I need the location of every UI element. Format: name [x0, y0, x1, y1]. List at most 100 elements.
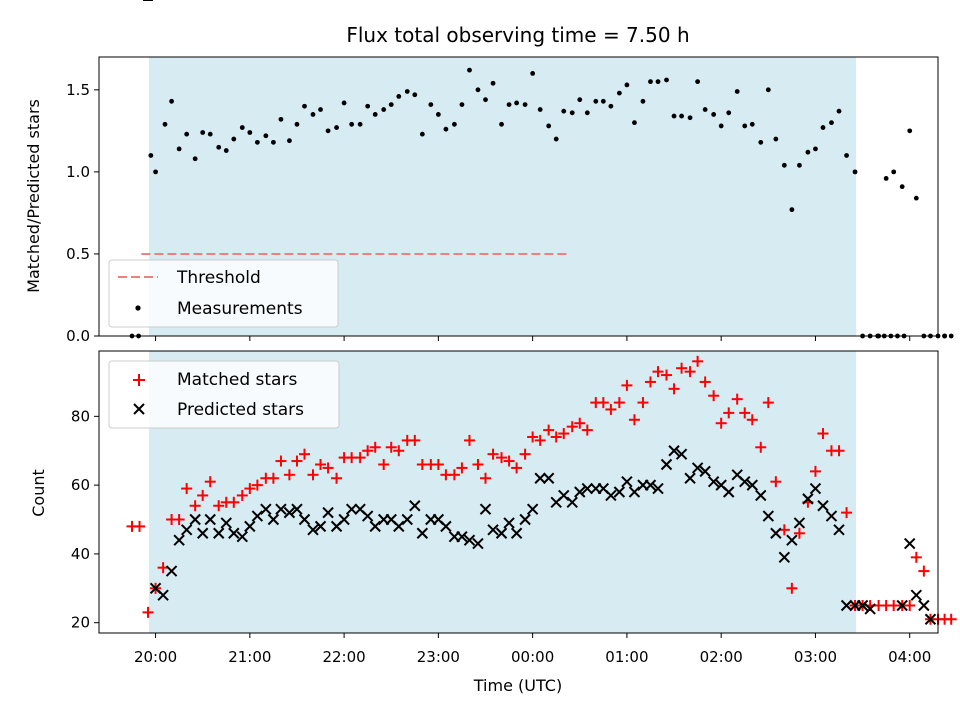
measurement-point [718, 123, 724, 129]
measurement-point [726, 110, 732, 116]
predicted-star-point [621, 475, 633, 488]
matched-star-point [369, 441, 381, 453]
measurement-point [310, 112, 316, 117]
measurement-point [475, 87, 481, 93]
predicted-star-point [291, 503, 303, 515]
predicted-star-point [802, 493, 814, 505]
predicted-star-point [251, 510, 264, 522]
predicted-star-point [165, 565, 178, 577]
measurement-point [942, 333, 947, 339]
matched-star-point [322, 462, 334, 474]
predicted-star-point [298, 513, 311, 526]
measurement-point [435, 112, 441, 117]
top-legend-box [108, 259, 339, 328]
measurement-point [419, 131, 425, 137]
measurement-point [742, 123, 748, 129]
matched-star-point [715, 417, 727, 429]
measurement-point [593, 98, 599, 104]
y-tick-label: 20 [71, 614, 90, 632]
measurement-point [192, 156, 198, 162]
measurement-point [247, 130, 253, 135]
matched-star-point [503, 455, 515, 467]
measurement-point [749, 121, 755, 127]
measurement-point [577, 97, 583, 103]
measurement-point [223, 148, 229, 153]
matched-star-point [307, 469, 319, 481]
measurement-point [632, 120, 637, 126]
predicted-star-point [173, 534, 185, 546]
matched-star-point [299, 448, 311, 460]
matched-star-point [393, 445, 405, 457]
matched-star-point [189, 500, 201, 512]
measurement-point [781, 162, 787, 168]
measurement-point [467, 67, 472, 73]
predicted-star-point [416, 527, 429, 539]
predicted-star-point [707, 475, 720, 488]
predicted-star-point [924, 613, 937, 625]
matched-star-point [331, 472, 343, 484]
predicted-star-point [628, 486, 641, 498]
measurement-point [671, 113, 677, 119]
matched-star-point [463, 434, 475, 446]
predicted-stars-points [143, 0, 937, 625]
measurement-point [648, 79, 653, 85]
matched-star-point [236, 489, 248, 501]
matched-star-point [676, 362, 688, 374]
measurement-point [584, 110, 590, 116]
measurement-point [278, 116, 284, 122]
measurement-point [913, 195, 919, 201]
measurement-point [797, 162, 802, 168]
predicted-star-point [534, 472, 546, 484]
matched-star-point [904, 599, 916, 611]
measurement-point [569, 110, 575, 116]
matched-star-point [699, 376, 711, 388]
predicted-star-point [613, 486, 626, 498]
predicted-star-point [910, 589, 923, 601]
matched-star-point [817, 428, 829, 440]
measurement-point [899, 184, 905, 190]
predicted-star-point [275, 503, 287, 515]
matched-star-point [581, 424, 593, 436]
measurement-point [836, 108, 842, 114]
measurement-point [687, 115, 693, 121]
predicted-star-point [896, 599, 908, 612]
matched-star-point [527, 431, 539, 443]
matched-star-point [762, 397, 774, 409]
measurement-point [388, 102, 394, 107]
y-tick-label: 0.5 [66, 245, 90, 263]
predicted-star-point [566, 496, 578, 509]
measurement-point [381, 107, 387, 112]
measurement-point [318, 107, 323, 112]
matched-star-point [918, 565, 930, 577]
matched-star-point [841, 507, 853, 519]
legend-matched-label: Matched stars [177, 370, 297, 390]
matched-star-point [597, 397, 609, 409]
matched-star-point [543, 424, 555, 436]
measurement-point [553, 136, 559, 142]
matched-star-point [472, 458, 484, 470]
measurement-point [608, 103, 614, 109]
matched-star-point [833, 445, 845, 457]
measurement-point [443, 126, 449, 132]
matched-star-point [739, 407, 751, 419]
predicted-star-point [574, 486, 586, 498]
matched-star-point [550, 431, 562, 443]
matched-star-point [173, 514, 185, 526]
predicted-star-point [338, 513, 350, 526]
predicted-star-point [244, 520, 256, 533]
predicted-star-point [809, 482, 822, 495]
matched-stars-points [126, 355, 957, 625]
matched-star-point [755, 441, 767, 453]
measurement-point [239, 125, 245, 130]
measurement-point [349, 121, 355, 127]
matched-star-point [378, 458, 390, 470]
predicted-star-point [463, 534, 476, 546]
y-tick-label: 60 [71, 476, 90, 494]
matched-star-point [637, 397, 649, 409]
predicted-star-point [542, 472, 555, 484]
measurement-point [372, 112, 378, 117]
matched-star-point [228, 496, 240, 508]
measurement-point [365, 103, 371, 109]
y-tick-label: 1.0 [66, 163, 90, 181]
predicted-star-point [762, 510, 775, 522]
